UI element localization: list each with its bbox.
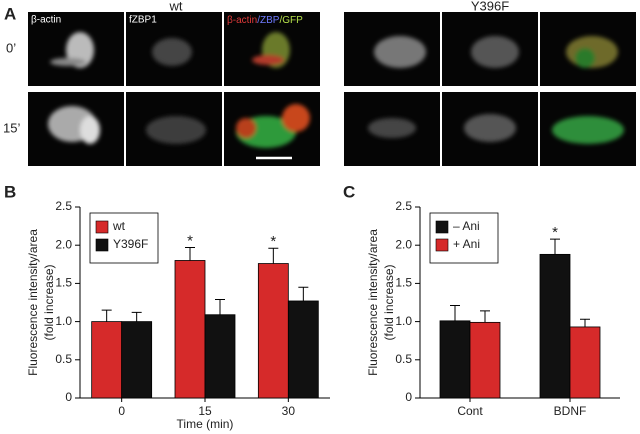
- error-bar: [268, 247, 279, 264]
- cell-signal: [48, 32, 624, 148]
- y-axis-label: (fold increase): [42, 264, 56, 340]
- x-tick-label: BDNF: [554, 404, 587, 418]
- legend-label: + Ani: [453, 237, 480, 251]
- bar: [539, 253, 571, 399]
- y-tick-label: 1.5: [395, 276, 412, 290]
- x-tick-label: 30: [282, 404, 296, 418]
- merge-label-part: β-actin: [227, 15, 257, 26]
- y-tick-label: 0: [405, 390, 412, 404]
- legend-label: wt: [112, 219, 126, 233]
- y-axis-label: Fluorescence intensity/area: [366, 229, 380, 376]
- y-axis-label: Fluorescence intensity/area: [26, 229, 40, 376]
- bar: [121, 321, 153, 399]
- legend-swatch: [95, 238, 109, 252]
- channel-label: β-actin: [31, 15, 61, 26]
- error-bar: [131, 311, 142, 322]
- merge-label: β-actin/ZBP/GFP: [227, 15, 303, 26]
- x-tick-label: Cont: [457, 404, 483, 418]
- y-tick-label: 0: [65, 390, 72, 404]
- significance-label: *: [270, 233, 276, 250]
- legend-box: [89, 212, 159, 264]
- y-tick-label: 0.5: [55, 352, 72, 366]
- merge-label-part: /ZBP: [257, 15, 280, 26]
- y-tick-label: 2.0: [395, 237, 412, 251]
- bar: [174, 260, 206, 399]
- y-axis-label: (fold increase): [382, 264, 396, 340]
- y-tick-label: 2.5: [55, 199, 72, 213]
- bar: [569, 326, 601, 399]
- y-tick-label: 0.5: [395, 352, 412, 366]
- bar: [287, 300, 319, 399]
- row-label: 0’: [6, 40, 16, 55]
- error-bar: [215, 298, 225, 315]
- group-label: Y396F: [471, 0, 509, 13]
- bar: [469, 321, 501, 399]
- y-tick-label: 1.0: [55, 314, 72, 328]
- legend-swatch: [435, 238, 449, 252]
- x-tick-label: 15: [198, 404, 212, 418]
- panel-label: C: [343, 182, 355, 201]
- x-tick-label: 0: [118, 404, 125, 418]
- x-axis-label: Time (min): [177, 417, 234, 431]
- legend-label: – Ani: [453, 219, 480, 233]
- panel-label: B: [4, 182, 16, 201]
- significance-label: *: [552, 224, 558, 241]
- bar: [204, 314, 236, 399]
- legend-swatch: [95, 220, 109, 234]
- bar: [439, 320, 471, 399]
- channel-label: fZBP1: [129, 15, 157, 26]
- error-bar: [580, 318, 590, 327]
- y-tick-label: 2.0: [55, 237, 72, 251]
- error-bar: [550, 238, 560, 255]
- y-tick-label: 1.0: [395, 314, 412, 328]
- group-label: wt: [169, 0, 183, 13]
- bar: [91, 321, 123, 399]
- micrographs: [28, 12, 636, 166]
- row-label: 15’: [3, 120, 20, 135]
- panel-label: A: [4, 4, 16, 23]
- bar: [257, 263, 289, 399]
- y-tick-label: 2.5: [395, 199, 412, 213]
- error-bar: [480, 310, 490, 323]
- legend-label: Y396F: [113, 237, 148, 251]
- error-bar: [450, 305, 460, 321]
- y-tick-label: 1.5: [55, 276, 72, 290]
- error-bar: [298, 286, 309, 301]
- error-bar: [101, 309, 112, 322]
- significance-label: *: [187, 232, 193, 249]
- error-bar: [185, 246, 195, 261]
- legend-swatch: [435, 220, 449, 234]
- merge-label-part: /GFP: [279, 15, 303, 26]
